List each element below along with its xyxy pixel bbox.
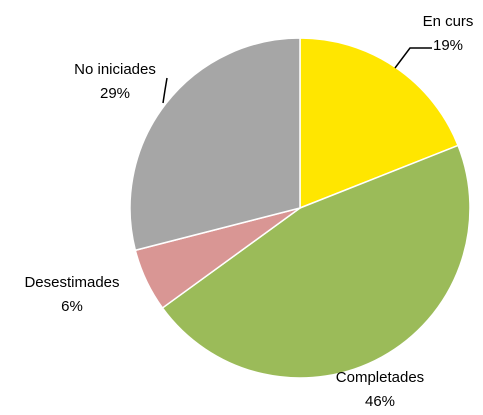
slice-label: Desestimades (24, 274, 119, 291)
pie-slice (129, 37, 301, 252)
pie-slice (161, 144, 471, 379)
leader-line (394, 47, 432, 69)
slice-value-label: 19% (433, 37, 463, 54)
slice-label: No iniciades (74, 61, 156, 78)
leader-line (162, 77, 168, 104)
slice-label: En curs (423, 13, 474, 30)
slice-value-label: 6% (61, 298, 83, 315)
slice-value-label: 46% (365, 393, 395, 410)
slice-value-label: 29% (100, 85, 130, 102)
slice-label: Completades (336, 369, 424, 386)
